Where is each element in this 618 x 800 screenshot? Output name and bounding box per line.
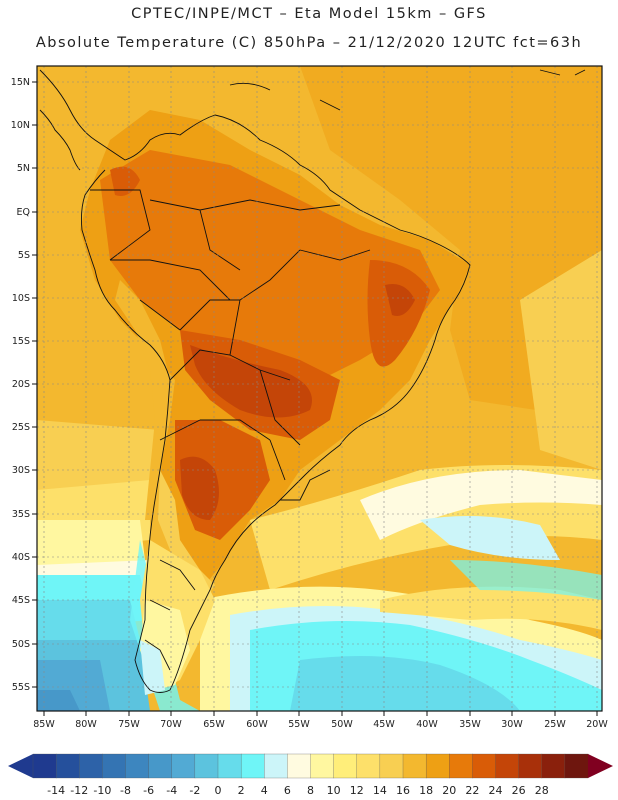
- colorbar-cell: [518, 753, 543, 779]
- lat-label: 20S: [12, 379, 30, 390]
- colorbar-max-arrow: [588, 754, 613, 778]
- colorbar-label: 2: [238, 784, 245, 797]
- axis-ticks: [32, 81, 598, 716]
- colorbar-label: 10: [327, 784, 341, 797]
- colorbar-label: 14: [373, 784, 387, 797]
- lon-label: 65W: [203, 719, 225, 730]
- colorbar-cell: [55, 753, 80, 779]
- colorbar-label: 12: [350, 784, 364, 797]
- longitude-labels: 85W 80W 75W 70W 65W 60W 55W 50W 45W 40W …: [33, 719, 608, 730]
- colorbar-cell: [171, 753, 196, 779]
- lat-label: 15N: [11, 77, 30, 88]
- colorbar-label: 6: [284, 784, 291, 797]
- lon-label: 80W: [75, 719, 97, 730]
- colorbar-cell: [102, 753, 126, 779]
- graticule: [37, 66, 602, 711]
- lon-label: 70W: [160, 719, 182, 730]
- colorbar-cell: [379, 753, 404, 779]
- colorbar-cell: [194, 753, 219, 779]
- lat-label: 30S: [12, 465, 30, 476]
- colorbar-cell: [356, 753, 381, 779]
- lat-label: 25S: [12, 422, 30, 433]
- lat-label: 10S: [12, 293, 30, 304]
- latitude-labels: 15N 10N 5N EQ 5S 10S 15S 20S 25S 30S 35S…: [11, 77, 30, 693]
- colorbar-label: -12: [70, 784, 88, 797]
- colorbar-cell: [287, 753, 311, 779]
- lat-label: 10N: [11, 120, 30, 131]
- lat-label: 40S: [12, 552, 30, 563]
- lat-label: 50S: [12, 639, 30, 650]
- colorbar-cell: [449, 753, 473, 779]
- colorbar-label: 0: [215, 784, 222, 797]
- colorbar-cell: [240, 753, 265, 779]
- colorbar-label: -10: [93, 784, 111, 797]
- lon-label: 50W: [331, 719, 353, 730]
- lon-label: 85W: [33, 719, 55, 730]
- colorbar-cell: [425, 753, 450, 779]
- colorbar-label: 4: [261, 784, 268, 797]
- colorbar-label: -2: [189, 784, 200, 797]
- lon-label: 30W: [501, 719, 523, 730]
- colorbar-label: 26: [512, 784, 526, 797]
- colorbar-cell: [564, 753, 589, 779]
- colorbar-cell: [217, 753, 242, 779]
- lon-label: 20W: [586, 719, 608, 730]
- colorbar: -14 -12 -10 -8 -6 -4 -2 0 2 4 6 8 10 12 14 16 18 20 22 24 26…: [8, 753, 613, 797]
- lon-label: 60W: [246, 719, 268, 730]
- lon-label: 55W: [288, 719, 310, 730]
- map-frame: [36, 65, 603, 712]
- colorbar-label: -14: [47, 784, 65, 797]
- colorbar-min-arrow: [8, 754, 33, 778]
- colorbar-cell: [495, 753, 520, 779]
- colorbar-label: 16: [396, 784, 410, 797]
- colorbar-cell: [148, 753, 173, 779]
- colorbar-label: -4: [166, 784, 177, 797]
- colorbar-labels: -14 -12 -10 -8 -6 -4 -2 0 2 4 6 8 10 12 14 16 18 20 22 24 26…: [47, 784, 549, 797]
- lon-label: 40W: [416, 719, 438, 730]
- colorbar-label: 24: [489, 784, 503, 797]
- lon-label: 25W: [544, 719, 566, 730]
- colorbar-label: -6: [143, 784, 154, 797]
- colorbar-label: -8: [120, 784, 131, 797]
- colorbar-cell: [402, 753, 427, 779]
- lat-label: 35S: [12, 509, 30, 520]
- colorbar-label: 22: [465, 784, 479, 797]
- colorbar-label: 28: [535, 784, 549, 797]
- chart-title-line-1: CPTEC/INPE/MCT – Eta Model 15km – GFS: [131, 6, 487, 22]
- colorbar-label: 20: [442, 784, 456, 797]
- lat-label: 5N: [17, 163, 30, 174]
- lat-label: EQ: [17, 207, 30, 218]
- temperature-field: [37, 66, 602, 711]
- lon-label: 45W: [373, 719, 395, 730]
- central-america-coast: [39, 69, 586, 171]
- lat-label: 5S: [18, 250, 30, 261]
- colorbar-cell: [264, 753, 288, 779]
- colorbar-cell: [541, 753, 566, 779]
- lat-label: 45S: [12, 595, 30, 606]
- coastlines: [39, 69, 471, 693]
- lon-label: 75W: [118, 719, 140, 730]
- colorbar-cell: [333, 753, 358, 779]
- colorbar-cell: [125, 753, 150, 779]
- colorbar-cells: [32, 753, 589, 779]
- colorbar-cell: [79, 753, 103, 779]
- lat-label: 15S: [12, 336, 30, 347]
- lon-label: 35W: [459, 719, 481, 730]
- colorbar-cell: [310, 753, 335, 779]
- colorbar-cell: [32, 753, 57, 779]
- colorbar-label: 8: [307, 784, 314, 797]
- colorbar-cell: [472, 753, 496, 779]
- chart-title-line-2: Absolute Temperature (C) 850hPa – 21/12/…: [35, 35, 583, 51]
- colorbar-label: 18: [419, 784, 433, 797]
- lat-label: 55S: [12, 682, 30, 693]
